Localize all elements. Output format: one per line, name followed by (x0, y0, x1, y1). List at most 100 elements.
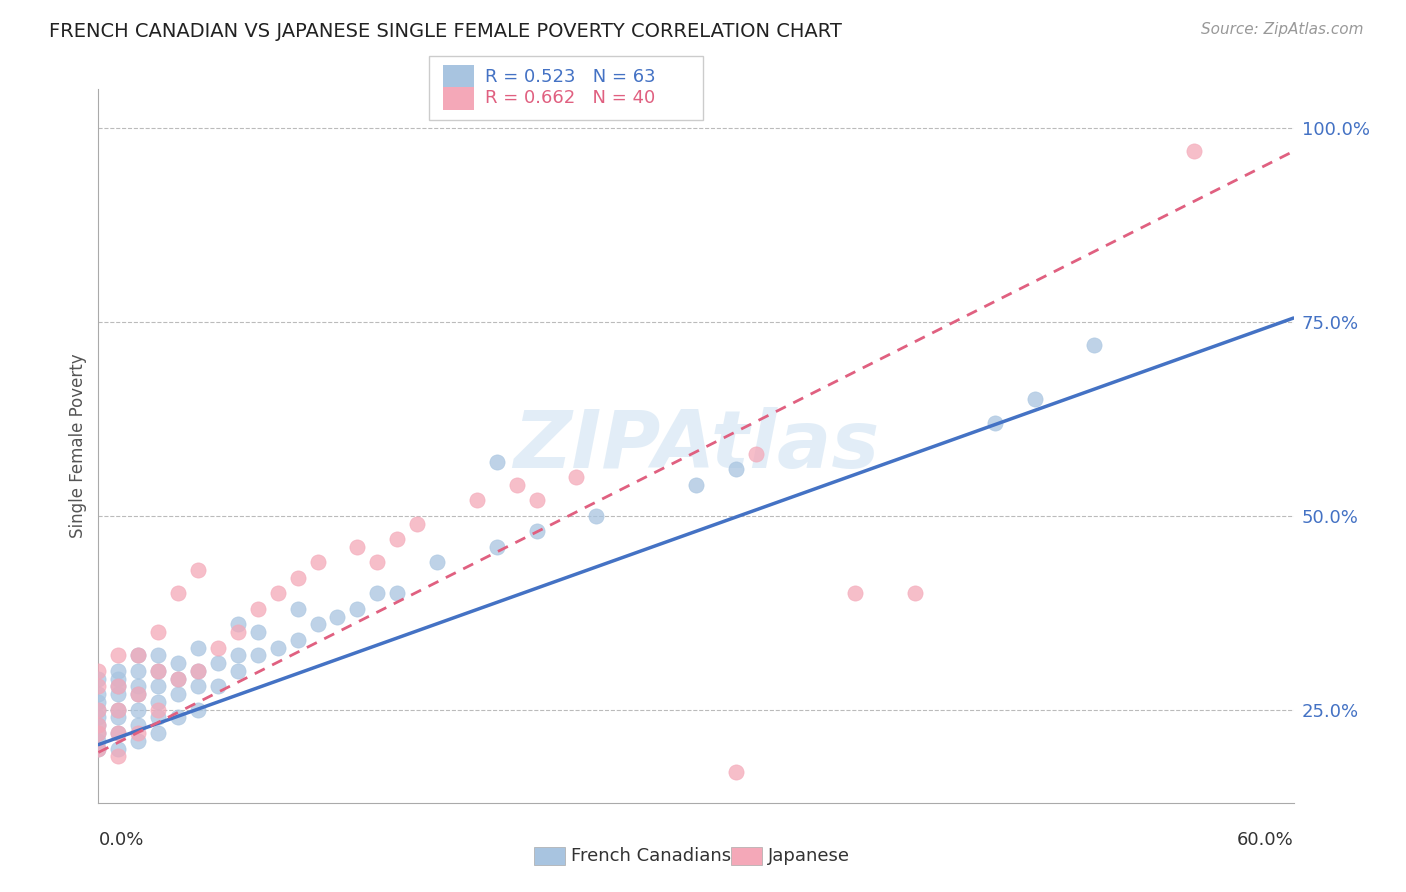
Point (87, 672, 110, 686)
Point (307, 617, 329, 632)
Point (127, 664, 149, 678)
Point (207, 640, 229, 655)
Text: 0.0%: 0.0% (98, 831, 143, 849)
Point (385, 586, 409, 600)
Point (148, 680, 170, 694)
Point (267, 640, 290, 655)
Point (724, 462, 747, 476)
Point (406, 516, 429, 531)
Point (267, 586, 290, 600)
Point (246, 602, 269, 616)
Text: ZIPAtlas: ZIPAtlas (513, 407, 879, 485)
Text: Japanese: Japanese (768, 847, 849, 865)
Point (287, 571, 309, 585)
Point (385, 532, 409, 546)
Point (226, 617, 249, 632)
Point (127, 733, 149, 747)
Point (107, 726, 129, 740)
Point (148, 703, 170, 717)
Point (844, 586, 866, 600)
Point (526, 493, 548, 508)
Point (226, 648, 249, 663)
Point (485, 454, 508, 468)
Point (107, 741, 129, 756)
Point (127, 687, 149, 701)
Point (346, 602, 368, 616)
Point (167, 656, 190, 670)
Text: R = 0.662   N = 40: R = 0.662 N = 40 (485, 89, 655, 107)
Point (187, 664, 209, 678)
Point (107, 648, 129, 663)
Point (207, 656, 229, 670)
Point (246, 625, 269, 640)
Point (148, 664, 170, 678)
Point (87, 664, 110, 678)
Point (107, 664, 129, 678)
Text: French Canadians: French Canadians (571, 847, 731, 865)
Point (87, 703, 110, 717)
Point (207, 680, 229, 694)
Point (127, 680, 149, 694)
Point (187, 680, 209, 694)
Point (167, 687, 190, 701)
Point (187, 664, 209, 678)
Point (565, 470, 588, 484)
Point (724, 764, 747, 779)
Point (745, 447, 768, 461)
Text: FRENCH CANADIAN VS JAPANESE SINGLE FEMALE POVERTY CORRELATION CHART: FRENCH CANADIAN VS JAPANESE SINGLE FEMAL… (49, 22, 842, 41)
Point (87, 726, 110, 740)
Point (426, 555, 449, 569)
Point (148, 726, 170, 740)
Point (107, 680, 129, 694)
Point (148, 648, 170, 663)
Point (167, 586, 190, 600)
Point (465, 493, 488, 508)
Point (107, 710, 129, 724)
Point (287, 602, 309, 616)
Point (148, 625, 170, 640)
Point (87, 741, 110, 756)
Point (366, 555, 388, 569)
Point (127, 718, 149, 732)
Point (148, 664, 170, 678)
Point (107, 687, 129, 701)
Point (107, 680, 129, 694)
Point (187, 703, 209, 717)
Point (148, 710, 170, 724)
Point (226, 664, 249, 678)
Point (87, 741, 110, 756)
Point (167, 710, 190, 724)
Point (1024, 392, 1046, 407)
Text: R = 0.523   N = 63: R = 0.523 N = 63 (485, 68, 655, 86)
Point (346, 540, 368, 554)
Point (187, 563, 209, 577)
Point (526, 524, 548, 539)
Point (87, 703, 110, 717)
Point (226, 625, 249, 640)
Point (87, 687, 110, 701)
Point (87, 726, 110, 740)
Point (127, 648, 149, 663)
Point (187, 640, 209, 655)
Text: 60.0%: 60.0% (1237, 831, 1294, 849)
Point (87, 718, 110, 732)
Point (148, 695, 170, 709)
Point (506, 477, 529, 491)
Y-axis label: Single Female Poverty: Single Female Poverty (69, 354, 87, 538)
Point (585, 508, 607, 523)
Point (1182, 145, 1205, 159)
Point (127, 726, 149, 740)
Point (127, 703, 149, 717)
Point (287, 632, 309, 647)
Point (87, 695, 110, 709)
Point (107, 726, 129, 740)
Point (107, 749, 129, 764)
Text: Source: ZipAtlas.com: Source: ZipAtlas.com (1201, 22, 1364, 37)
Point (87, 710, 110, 724)
Point (107, 703, 129, 717)
Point (167, 672, 190, 686)
Point (246, 648, 269, 663)
Point (107, 672, 129, 686)
Point (87, 733, 110, 747)
Point (984, 416, 1007, 430)
